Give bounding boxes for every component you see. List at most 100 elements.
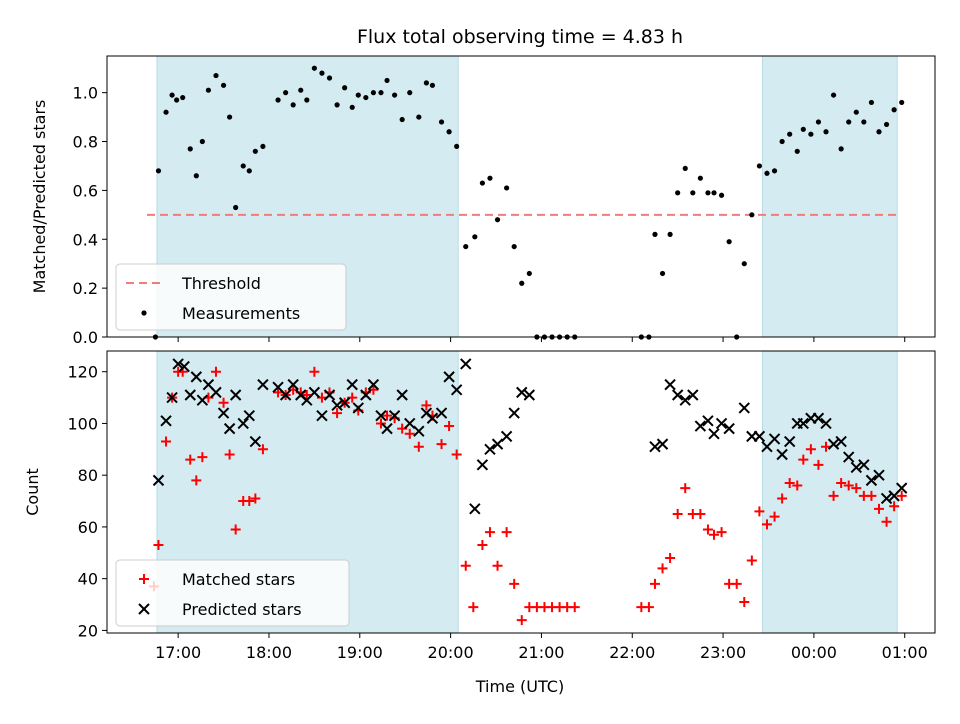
matched-star-point bbox=[873, 503, 884, 514]
measurement-point bbox=[787, 131, 793, 137]
y-tick-label: 80 bbox=[78, 466, 98, 485]
matched-star-point bbox=[375, 418, 386, 429]
predicted-star-point bbox=[873, 469, 885, 481]
matched-star-point bbox=[866, 490, 877, 501]
measurement-point bbox=[526, 270, 532, 277]
count-panel: 20 40 60 80 100 120 17:00 18:00 19:00 20:00 21:00 2… bbox=[23, 350, 936, 662]
measurement-point bbox=[682, 165, 688, 171]
matched-star-point bbox=[501, 527, 512, 538]
matched-star-point bbox=[805, 444, 816, 455]
measurement-point bbox=[326, 75, 333, 81]
matched-star-point bbox=[218, 397, 229, 408]
matched-star-point bbox=[813, 459, 824, 470]
measurement-point bbox=[213, 72, 219, 79]
measurement-point bbox=[363, 94, 369, 101]
measurement-point bbox=[220, 82, 227, 88]
predicted-star-point bbox=[166, 391, 178, 404]
predicted-star-point bbox=[308, 386, 321, 399]
predicted-star-point bbox=[768, 433, 781, 445]
legend-label: Threshold bbox=[181, 274, 261, 293]
matched-star-point bbox=[301, 389, 312, 400]
matched-star-point bbox=[404, 428, 415, 439]
predicted-star-point bbox=[827, 438, 840, 450]
matched-star-point bbox=[792, 480, 803, 491]
y-tick-label: 0.0 bbox=[73, 328, 98, 347]
predicted-star-point bbox=[671, 389, 684, 401]
matched-star-point bbox=[702, 524, 713, 535]
matched-star-point bbox=[784, 477, 795, 488]
measurement-point bbox=[808, 131, 814, 137]
measurement-point bbox=[823, 129, 829, 135]
predicted-star-point bbox=[381, 422, 393, 435]
measurement-point bbox=[690, 190, 696, 196]
matched-star-point bbox=[657, 563, 668, 574]
matched-star-point bbox=[191, 475, 202, 486]
predicted-star-point bbox=[656, 438, 669, 450]
predicted-star-point bbox=[210, 386, 222, 399]
legend-box bbox=[115, 263, 347, 331]
predicted-star-point bbox=[331, 399, 343, 412]
matched-star-point bbox=[889, 501, 900, 512]
predicted-star-point bbox=[287, 378, 299, 391]
matched-star-point bbox=[257, 444, 268, 455]
matched-star-point bbox=[777, 493, 788, 504]
measurement-point bbox=[399, 116, 405, 123]
matched-star-point bbox=[161, 436, 172, 447]
measurement-point bbox=[193, 173, 199, 179]
matched-star-point bbox=[492, 560, 503, 571]
matched-star-point bbox=[484, 527, 495, 538]
predicted-star-point bbox=[523, 389, 536, 401]
matched-star-point bbox=[468, 602, 479, 613]
matched-star-point bbox=[244, 496, 255, 507]
predicted-star-point bbox=[508, 407, 520, 419]
measurement-point bbox=[846, 119, 852, 125]
matched-star-point bbox=[185, 454, 196, 465]
predicted-star-point bbox=[812, 412, 825, 424]
measurement-point bbox=[169, 92, 175, 98]
measurement-point bbox=[705, 190, 711, 196]
measurement-point bbox=[749, 212, 755, 218]
predicted-star-point bbox=[237, 417, 249, 430]
predicted-star-point bbox=[460, 358, 472, 370]
x-tick-label: 21:00 bbox=[518, 643, 564, 662]
measurement-point bbox=[311, 65, 317, 71]
predicted-star-point bbox=[880, 492, 893, 505]
measurement-point bbox=[438, 119, 445, 125]
measurement-point bbox=[163, 109, 169, 115]
predicted-star-point bbox=[820, 417, 832, 430]
y-axis-label: Matched/Predicted stars bbox=[30, 100, 49, 294]
measurement-point bbox=[275, 97, 281, 103]
predicted-star-point bbox=[895, 482, 908, 494]
matched-star-point bbox=[569, 602, 580, 613]
matched-star-point bbox=[210, 366, 221, 377]
measurement-point bbox=[155, 168, 162, 174]
predicted-star-point bbox=[323, 389, 336, 401]
matched-star-point bbox=[716, 527, 727, 538]
predicted-star-point bbox=[413, 425, 425, 437]
predicted-star-point bbox=[516, 386, 528, 399]
predicted-star-point bbox=[352, 402, 364, 414]
y-axis-label: Count bbox=[23, 468, 42, 516]
axes-frame bbox=[106, 350, 936, 634]
measurement-point bbox=[290, 102, 296, 108]
predicted-star-point bbox=[257, 378, 269, 391]
measurement-point bbox=[726, 239, 732, 245]
predicted-star-point bbox=[450, 384, 463, 396]
matched-star-point bbox=[769, 511, 780, 522]
measurement-point bbox=[853, 109, 859, 115]
matched-star-point bbox=[643, 602, 654, 613]
measurement-point bbox=[446, 129, 452, 135]
x-tick-label: 17:00 bbox=[155, 643, 201, 662]
predicted-star-point bbox=[172, 358, 184, 370]
measurement-point bbox=[697, 175, 703, 181]
y-tick-label: 0.4 bbox=[73, 230, 98, 249]
y-tick-label: 20 bbox=[78, 621, 98, 640]
measurement-point bbox=[779, 138, 785, 145]
matched-star-point bbox=[332, 408, 343, 419]
predicted-star-point bbox=[500, 430, 513, 443]
matched-star-point bbox=[665, 552, 676, 563]
predicted-star-point bbox=[338, 397, 351, 409]
measurement-point bbox=[861, 119, 867, 125]
measurement-point bbox=[454, 143, 460, 150]
measurement-point bbox=[771, 168, 778, 174]
